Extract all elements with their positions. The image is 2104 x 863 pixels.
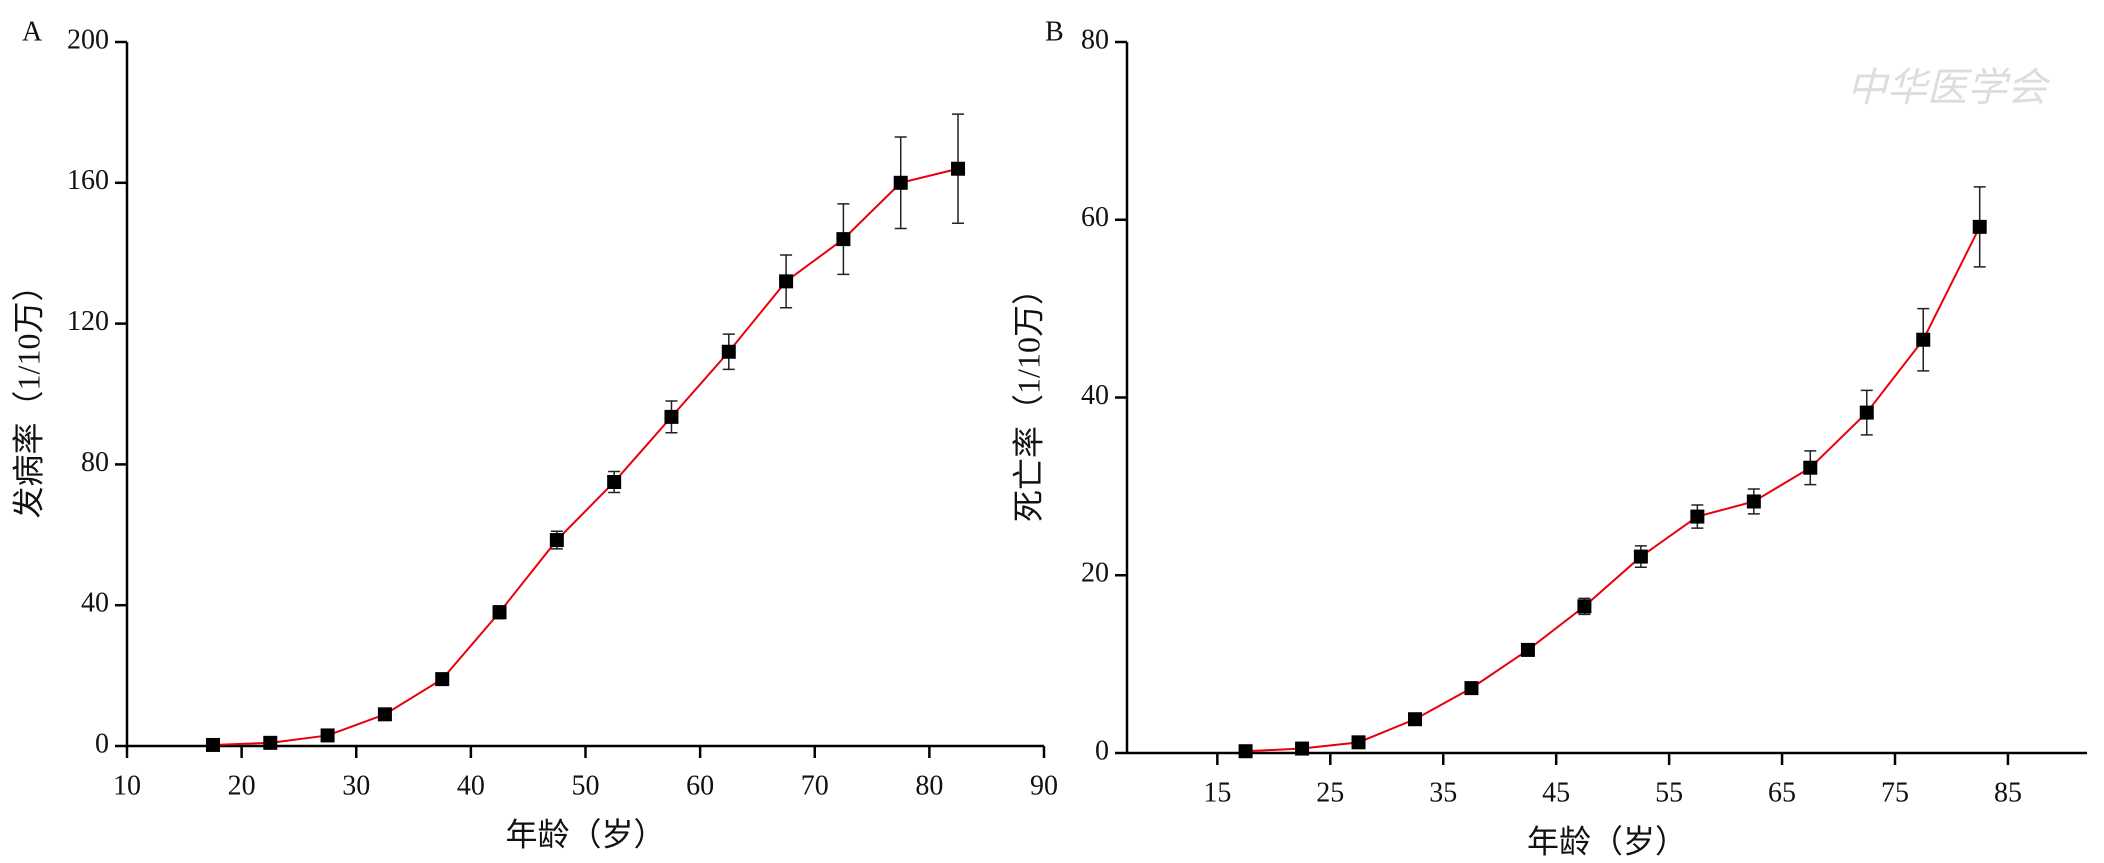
x-tick-label: 60 <box>686 770 714 801</box>
y-tick-label: 120 <box>67 306 109 337</box>
panel-label: A <box>22 16 43 47</box>
x-tick-label: 45 <box>1542 777 1570 808</box>
marker <box>721 344 736 359</box>
x-axis-label: 年龄（岁） <box>1527 823 1687 859</box>
x-tick-label: 15 <box>1203 777 1231 808</box>
marker <box>1577 599 1592 614</box>
marker <box>1859 405 1874 420</box>
marker <box>1746 494 1761 509</box>
x-tick-label: 70 <box>801 770 829 801</box>
marker <box>664 409 679 424</box>
marker <box>492 605 507 620</box>
y-tick-label: 80 <box>1081 24 1109 55</box>
marker <box>1464 681 1479 696</box>
marker <box>1408 712 1422 727</box>
marker <box>1690 509 1705 524</box>
y-tick-label: 200 <box>67 24 109 55</box>
x-tick-label: 35 <box>1429 777 1457 808</box>
y-tick-label: 80 <box>81 447 109 478</box>
y-tick-label: 40 <box>1081 380 1109 411</box>
y-axis-label: 死亡率（1/10万） <box>1010 273 1046 522</box>
marker <box>205 737 220 752</box>
marker <box>951 161 966 176</box>
x-tick-label: 30 <box>342 770 370 801</box>
marker <box>779 274 794 289</box>
marker <box>320 728 335 743</box>
x-tick-label: 75 <box>1881 777 1909 808</box>
marker <box>1972 219 1987 234</box>
y-tick-label: 40 <box>81 588 109 619</box>
x-tick-label: 65 <box>1768 777 1796 808</box>
marker <box>836 232 851 247</box>
x-tick-label: 40 <box>457 770 485 801</box>
marker <box>893 175 908 190</box>
marker <box>549 533 564 548</box>
y-tick-label: 160 <box>67 165 109 196</box>
marker <box>1351 735 1366 750</box>
data-line <box>1245 226 1981 753</box>
marker <box>1803 460 1818 475</box>
marker <box>377 707 392 722</box>
x-tick-label: 80 <box>915 770 943 801</box>
y-axis-label: 发病率（1/10万） <box>10 270 46 519</box>
y-tick-label: 0 <box>95 728 109 759</box>
x-tick-label: 25 <box>1316 777 1344 808</box>
x-axis-label: 年龄（岁） <box>505 816 665 852</box>
marker <box>1295 741 1310 756</box>
marker <box>263 735 278 750</box>
marker <box>1520 642 1535 657</box>
y-tick-label: 0 <box>1095 735 1109 766</box>
x-tick-label: 85 <box>1994 777 2022 808</box>
x-tick-label: 50 <box>572 770 600 801</box>
x-tick-label: 90 <box>1030 770 1058 801</box>
x-tick-label: 55 <box>1655 777 1683 808</box>
marker <box>1238 744 1253 759</box>
marker <box>435 672 450 687</box>
y-tick-label: 20 <box>1081 558 1109 589</box>
marker <box>1916 332 1931 347</box>
panel-label: B <box>1045 16 1064 47</box>
marker <box>607 475 622 489</box>
x-tick-label: 10 <box>113 770 141 801</box>
marker <box>1633 549 1648 564</box>
data-line <box>212 167 959 746</box>
x-tick-label: 20 <box>228 770 256 801</box>
watermark: 中华医学会 <box>1847 65 2051 110</box>
y-tick-label: 60 <box>1081 202 1109 233</box>
